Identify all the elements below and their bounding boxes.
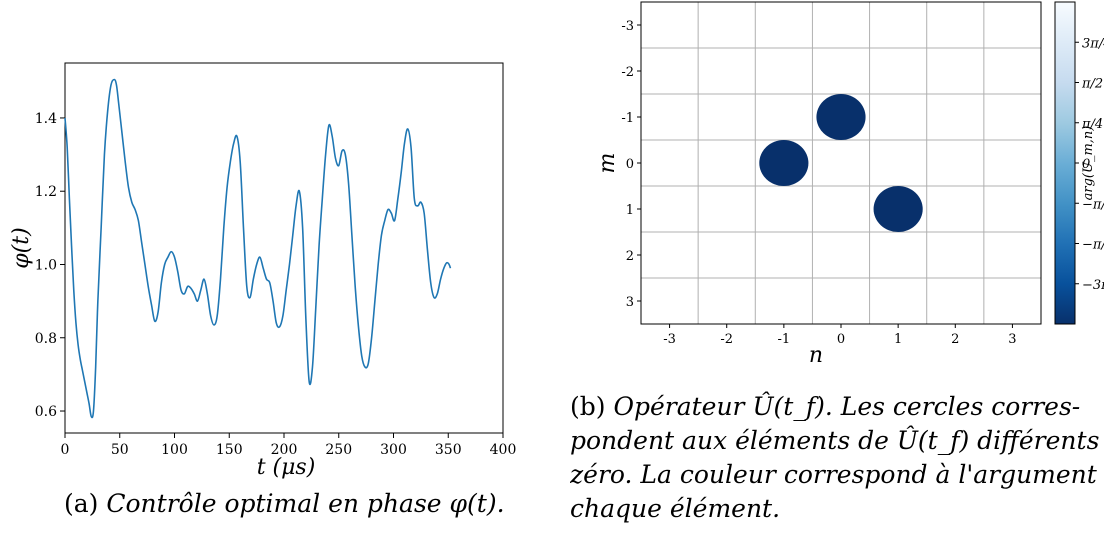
caption-a-label: (a) xyxy=(64,489,99,518)
colorbar-tick-label: −π/2 xyxy=(1082,238,1104,253)
colorbar-tick-label: −π/4 xyxy=(1082,197,1104,212)
y-tick-label: 0.6 xyxy=(35,404,57,420)
x-tick-label: -2 xyxy=(720,332,733,347)
y-tick-label: 3 xyxy=(626,295,634,310)
caption-b-line-3: zéro. La couleur correspond à l'argument… xyxy=(570,458,1104,492)
x-tick-label: 200 xyxy=(271,442,298,458)
colorbar-label: arg(U_m,n) xyxy=(1081,126,1096,201)
y-tick-label: -1 xyxy=(621,111,634,126)
colorbar-tick-label: π/4 xyxy=(1081,117,1103,132)
y-tick-label: 2 xyxy=(626,249,634,264)
x-tick-label: -1 xyxy=(778,332,791,347)
x-tick-label: 300 xyxy=(380,442,407,458)
x-tick-label: 250 xyxy=(325,442,352,458)
phase-series-line xyxy=(64,78,452,419)
x-axis-label: n xyxy=(809,343,823,368)
x-tick-label: 1 xyxy=(894,332,902,347)
caption-b-line-4: chaque élément. xyxy=(570,492,1104,526)
y-tick-label: 0.8 xyxy=(35,331,57,347)
caption-b-text-4: chaque élément. xyxy=(570,494,781,523)
x-tick-label: 0 xyxy=(61,442,70,458)
colorbar-ticks: 3π/4 π/2 π/4 0 −π/4 −π/2 −3π/4 xyxy=(1075,36,1104,293)
x-tick-label: 100 xyxy=(161,442,188,458)
x-tick-label: 3 xyxy=(1008,332,1016,347)
y-tick-label: -2 xyxy=(621,65,634,80)
x-tick-label: 2 xyxy=(951,332,959,347)
caption-b-line-1: (b) Opérateur Û(t_f). Les cercles corres… xyxy=(570,390,1104,424)
caption-b-label: (b) xyxy=(570,392,606,421)
x-tick-label: 350 xyxy=(435,442,462,458)
y-axis-label: φ(t) xyxy=(9,227,34,268)
matrix-element-circle xyxy=(759,140,809,186)
caption-b: (b) Opérateur Û(t_f). Les cercles corres… xyxy=(570,390,1104,526)
y-tick-label: 1.0 xyxy=(35,257,57,273)
operator-matrix-chart: -3 -2 -1 0 1 2 3 -3 -2 -1 0 1 2 3 n m 3π/4 π/2 π/4 0 −π/4… xyxy=(595,1,1104,368)
y-tick-label: 1.4 xyxy=(35,111,57,127)
x-tick-label: 150 xyxy=(216,442,243,458)
x-axis-label: t (μs) xyxy=(257,455,316,480)
caption-b-text-3: zéro. La couleur correspond à l'argument… xyxy=(570,460,1104,489)
y-axis-label: m xyxy=(595,153,620,174)
colorbar xyxy=(1054,1,1076,325)
grid xyxy=(641,2,1041,324)
colorbar-tick-label: π/2 xyxy=(1081,77,1103,92)
y-tick-label: 0 xyxy=(626,157,634,172)
caption-a: (a) Contrôle optimal en phase φ(t). xyxy=(64,487,505,521)
x-tick-label: -3 xyxy=(663,332,676,347)
y-tick-label: 1.2 xyxy=(35,184,57,200)
colorbar-tick-label: 0 xyxy=(1082,157,1090,172)
caption-b-line-2: pondent aux éléments de Û(t_f) différent… xyxy=(570,424,1104,458)
caption-b-text-2: pondent aux éléments de Û(t_f) différent… xyxy=(570,426,1104,455)
phase-control-chart: 0 50 100 150 200 250 300 350 4000.60.81.01.21.4 … xyxy=(9,62,517,480)
y-tick-label: 1 xyxy=(626,203,634,218)
axis-ticks: 0 50 100 150 200 250 300 350 400 0.6 0.8 1.0 1.2 1.4 xyxy=(35,111,517,458)
matrix-element-circle xyxy=(816,94,866,140)
nonzero-elements xyxy=(759,94,923,232)
matrix-element-circle xyxy=(873,186,923,232)
plot-frame xyxy=(64,62,504,434)
y-tick-label: -3 xyxy=(621,19,634,34)
axis-ticks: -3 -2 -1 0 1 2 3 -3 -2 -1 0 1 2 3 xyxy=(621,19,1016,347)
plot-frame xyxy=(640,1,1042,325)
x-tick-label: 400 xyxy=(490,442,517,458)
caption-b-text-1: Opérateur Û(t_f). Les cercles corres- xyxy=(613,392,1081,421)
x-tick-label: 50 xyxy=(111,442,129,458)
colorbar-tick-label: −3π/4 xyxy=(1082,278,1104,293)
colorbar-tick-label: 3π/4 xyxy=(1082,36,1104,51)
caption-a-text: Contrôle optimal en phase φ(t). xyxy=(106,489,505,518)
x-tick-label: 0 xyxy=(837,332,845,347)
